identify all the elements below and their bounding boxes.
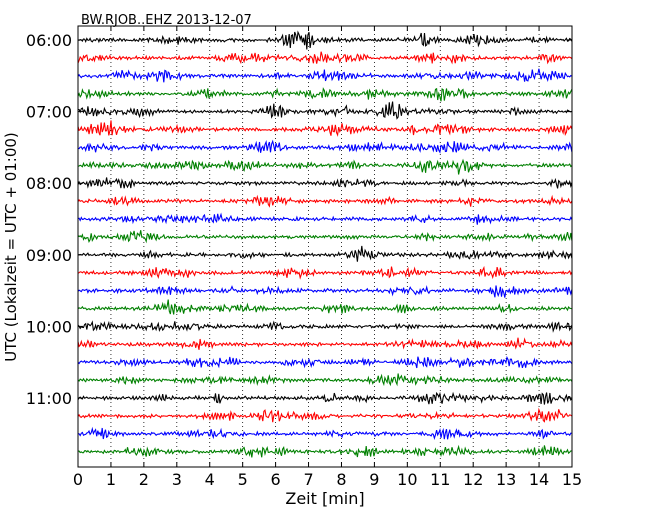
x-grid — [110, 26, 540, 467]
trace-0915 — [77, 265, 573, 280]
x-tick-label: 14 — [529, 470, 549, 489]
x-tick-label: 1 — [106, 470, 116, 489]
x-tick-label: 2 — [139, 470, 149, 489]
trace-1145 — [78, 444, 572, 458]
trace-0945 — [77, 299, 572, 315]
traces — [77, 30, 573, 458]
trace-1015 — [77, 337, 573, 350]
y-tick-label: 09:00 — [26, 246, 72, 265]
trace-0615 — [77, 51, 573, 65]
trace-0715 — [77, 120, 573, 137]
trace-0730 — [77, 139, 573, 154]
trace-0645 — [77, 87, 573, 102]
trace-1100 — [77, 391, 573, 405]
y-tick-label: 08:00 — [26, 174, 72, 193]
trace-0600 — [77, 30, 573, 50]
x-tick-label: 9 — [369, 470, 379, 489]
x-tick-label: 12 — [463, 470, 483, 489]
x-tick-label: 4 — [205, 470, 215, 489]
x-axis: 0 1 2 3 4 5 6 7 8 9 10 11 12 13 14 15 — [73, 26, 582, 489]
trace-0630 — [77, 68, 573, 83]
x-tick-label: 7 — [303, 470, 313, 489]
trace-0900 — [77, 245, 573, 262]
trace-0815 — [77, 194, 573, 208]
y-tick-label: 10:00 — [26, 317, 72, 336]
trace-0700 — [78, 101, 573, 120]
x-tick-label: 8 — [336, 470, 346, 489]
trace-0800 — [77, 177, 573, 189]
trace-1115 — [77, 407, 573, 423]
trace-1030 — [77, 355, 573, 369]
y-axis: 06:00 07:00 08:00 09:00 10:00 11:00 — [26, 31, 572, 408]
x-tick-label: 15 — [562, 470, 582, 489]
x-tick-label: 0 — [73, 470, 83, 489]
x-tick-label: 5 — [238, 470, 248, 489]
trace-0830 — [77, 212, 573, 225]
y-tick-label: 07:00 — [26, 103, 72, 122]
chart-title: BW.RJOB..EHZ 2013-12-07 — [81, 13, 252, 28]
trace-1000 — [77, 320, 573, 333]
trace-1130 — [77, 426, 572, 440]
y-axis-label: UTC (Lokalzeit = UTC + 01:00) — [2, 132, 20, 362]
x-tick-label: 11 — [430, 470, 450, 489]
x-tick-label: 10 — [397, 470, 417, 489]
trace-0845 — [77, 230, 573, 244]
trace-1045 — [77, 373, 573, 387]
trace-0745 — [77, 158, 573, 175]
trace-0930 — [77, 285, 573, 298]
x-axis-label: Zeit [min] — [285, 489, 364, 508]
y-tick-label: 06:00 — [26, 31, 72, 50]
plot-frame — [77, 25, 573, 468]
y-tick-label: 11:00 — [26, 389, 72, 408]
x-tick-label: 6 — [271, 470, 281, 489]
x-tick-label: 3 — [172, 470, 182, 489]
x-tick-label: 13 — [496, 470, 516, 489]
